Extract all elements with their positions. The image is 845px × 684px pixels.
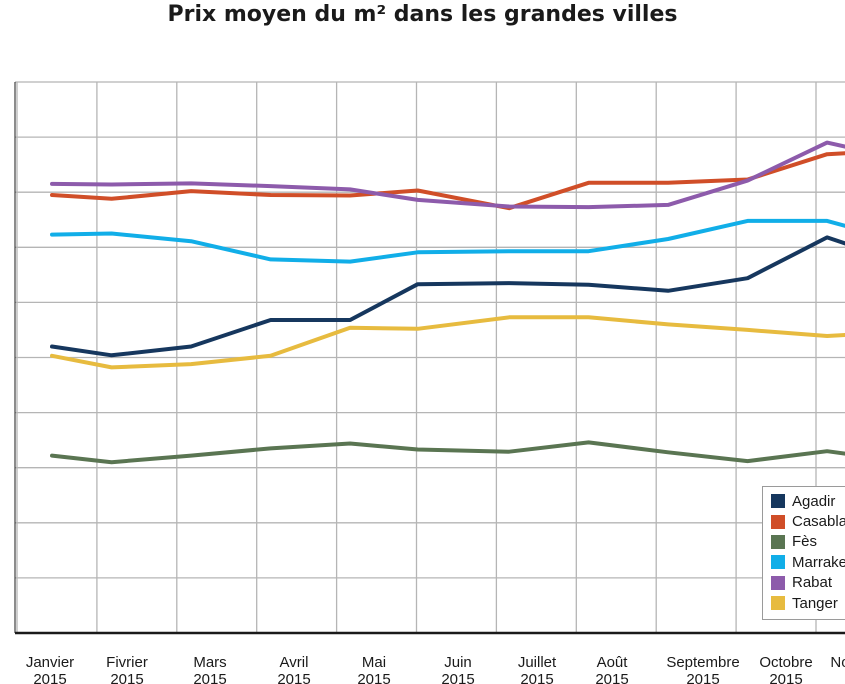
legend-swatch (771, 575, 785, 590)
legend-swatch (771, 534, 785, 549)
grid-lines (15, 81, 845, 633)
x-tick-label-year: 2015 (595, 671, 628, 684)
legend-label: Casablanca (792, 513, 845, 531)
series-line-marrakech (50, 218, 845, 264)
x-tick-label-month: Juillet (518, 654, 557, 671)
legend-item: Agadir (771, 491, 845, 511)
x-tick-label-month: Octobre (759, 654, 812, 671)
legend-item: Fès (771, 532, 845, 552)
x-tick-label-month: Janvier (26, 654, 74, 671)
legend-swatch (771, 555, 785, 570)
series-line-tanger (50, 315, 845, 370)
x-axis (14, 82, 845, 635)
x-tick-label-month: Mars (193, 654, 226, 671)
x-tick-label-year: 2015 (520, 671, 553, 684)
legend-swatch (771, 514, 785, 529)
series-line-rabat (50, 140, 845, 210)
x-tick-label-month: Mai (362, 654, 386, 671)
x-tick-label-month: Fivrier (106, 654, 148, 671)
x-tick-label-year: 2015 (686, 671, 719, 684)
legend-swatch (771, 596, 785, 611)
x-tick-label-year: 2015 (441, 671, 474, 684)
series-line-agadir (50, 235, 845, 358)
legend-item: Tanger (771, 593, 845, 613)
legend-label: Agadir (792, 492, 836, 510)
legend-label: Tanger (792, 594, 838, 612)
series-line-fs (50, 440, 845, 465)
series-lines (50, 140, 845, 465)
legend-item: Casablanca (771, 511, 845, 531)
x-tick-label-year: 2015 (357, 671, 390, 684)
x-tick-label-month: No (830, 654, 845, 671)
x-tick-labels: Janvier2015Fivrier2015Mars2015Avril2015M… (26, 654, 845, 684)
legend-label: Rabat (792, 574, 833, 592)
legend-item: Rabat (771, 573, 845, 593)
x-tick-label-year: 2015 (193, 671, 226, 684)
x-tick-label-year: 2015 (277, 671, 310, 684)
legend-swatch (771, 494, 785, 509)
series-line-casablanca (50, 151, 845, 211)
legend-label: Fès (792, 533, 818, 551)
x-tick-label-month: Avril (280, 654, 309, 671)
legend: Agadir Casablanca Fès Marrakech Rabat Tanger (762, 486, 845, 620)
x-tick-label-month: Août (597, 654, 629, 671)
x-tick-label-year: 2015 (33, 671, 66, 684)
x-tick-label-month: Juin (444, 654, 472, 671)
x-tick-label-month: Septembre (666, 654, 739, 671)
legend-item: Marrakech (771, 552, 845, 572)
x-tick-label-year: 2015 (769, 671, 802, 684)
chart-title: Prix moyen du m² dans les grandes villes (167, 2, 678, 27)
legend-label: Marrakech (792, 553, 845, 571)
x-tick-label-year: 2015 (110, 671, 143, 684)
